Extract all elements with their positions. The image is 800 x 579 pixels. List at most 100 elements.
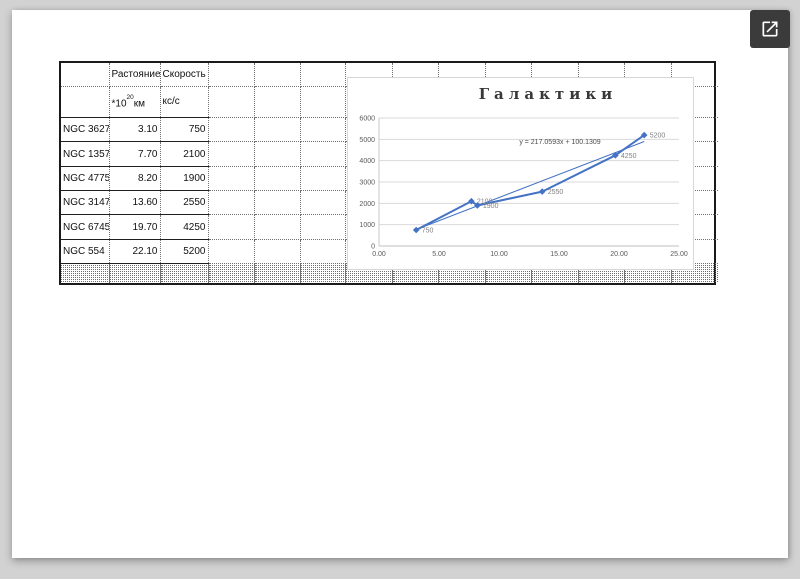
table-cell — [61, 263, 110, 267]
table-cell — [671, 273, 718, 277]
table-cell — [254, 263, 301, 267]
table-cell — [392, 269, 439, 273]
col-header-speed: Скорость — [160, 63, 209, 87]
table-cell — [300, 239, 346, 265]
table-cell — [300, 277, 346, 281]
table-cell — [300, 263, 346, 267]
table-cell — [254, 239, 301, 265]
data-point-label: 5200 — [650, 133, 666, 140]
table-cell — [160, 263, 209, 267]
table-cell — [160, 277, 209, 281]
x-tick-label: 20.00 — [610, 251, 628, 258]
units-distance: *1020км — [109, 86, 161, 118]
table-cell — [578, 271, 625, 275]
table-cell — [531, 269, 579, 273]
table-cell — [208, 141, 255, 167]
trendline-equation: y = 217.0593x + 100.1309 — [519, 139, 600, 146]
table-cell — [160, 275, 209, 279]
y-tick-label: 3000 — [359, 180, 375, 187]
table-cell — [671, 282, 718, 283]
table-row — [61, 269, 718, 273]
galaxy-distance: 22.10 — [109, 239, 161, 265]
table-cell — [578, 273, 625, 277]
table-cell — [300, 86, 346, 118]
table-cell — [254, 269, 301, 273]
galaxy-speed: 2550 — [160, 190, 209, 216]
table-cell — [671, 269, 718, 273]
table-cell — [671, 275, 718, 279]
table-cell — [392, 279, 439, 283]
galaxy-speed: 5200 — [160, 239, 209, 265]
table-cell — [208, 214, 255, 240]
y-tick-label: 6000 — [359, 116, 375, 123]
table-cell — [531, 273, 579, 277]
table-cell — [485, 271, 532, 275]
table-cell — [485, 281, 532, 283]
table-cell — [624, 277, 672, 281]
table-cell — [160, 281, 209, 283]
table-cell — [300, 265, 346, 269]
table-cell — [531, 281, 579, 283]
table-cell — [254, 271, 301, 275]
chart: Галактики 0 1000 2000 3000 4000 5000 6000 0.00 5… — [347, 77, 694, 270]
table-cell — [392, 271, 439, 275]
table-cell — [109, 279, 161, 283]
table-cell — [208, 117, 255, 143]
table-cell — [485, 269, 532, 273]
table-cell — [578, 275, 625, 279]
table-cell — [61, 267, 110, 271]
y-tick-label: 1000 — [359, 222, 375, 229]
table-cell — [300, 273, 346, 277]
table-cell — [254, 166, 301, 192]
table-cell — [254, 141, 301, 167]
table-cell — [254, 190, 301, 216]
table-cell — [254, 277, 301, 281]
table-cell — [61, 86, 110, 118]
open-in-new-icon — [762, 21, 778, 37]
table-cell — [671, 267, 718, 271]
table-cell — [485, 273, 532, 277]
table-cell — [61, 273, 110, 277]
table-cell — [254, 273, 301, 277]
table-row — [61, 279, 718, 283]
col-header-distance: Растояние — [109, 63, 161, 87]
table-cell — [531, 275, 579, 279]
galaxy-distance: 19.70 — [109, 214, 161, 240]
table-cell — [300, 63, 346, 87]
table-cell — [61, 271, 110, 275]
table-cell — [300, 281, 346, 283]
table-cell — [438, 277, 486, 281]
table-cell — [208, 86, 255, 118]
table-cell — [624, 269, 672, 273]
table-cell — [109, 275, 161, 279]
table-row — [61, 271, 718, 275]
table-cell — [578, 277, 625, 281]
table-cell — [671, 277, 718, 281]
table-cell — [208, 273, 255, 277]
y-tick-label: 2000 — [359, 201, 375, 208]
table-cell — [300, 267, 346, 271]
galaxy-distance: 13.60 — [109, 190, 161, 216]
table-cell — [109, 281, 161, 283]
open-external-button[interactable] — [750, 10, 790, 48]
data-point-marker — [640, 131, 648, 139]
table-cell — [254, 214, 301, 240]
table-cell — [671, 279, 718, 283]
table-cell — [392, 275, 439, 279]
series-line — [415, 134, 645, 231]
table-cell — [160, 271, 209, 275]
table-cell — [300, 275, 346, 279]
table-cell — [345, 277, 393, 281]
table-cell — [345, 279, 393, 283]
table-cell — [208, 279, 255, 283]
galaxy-speed: 2100 — [160, 141, 209, 167]
table-cell — [208, 277, 255, 281]
galaxy-speed: 750 — [160, 117, 209, 143]
table-cell — [61, 279, 110, 283]
table-cell — [61, 269, 110, 273]
table-cell — [392, 281, 439, 283]
table-cell — [160, 267, 209, 271]
table-cell — [208, 269, 255, 273]
table-cell — [392, 273, 439, 277]
